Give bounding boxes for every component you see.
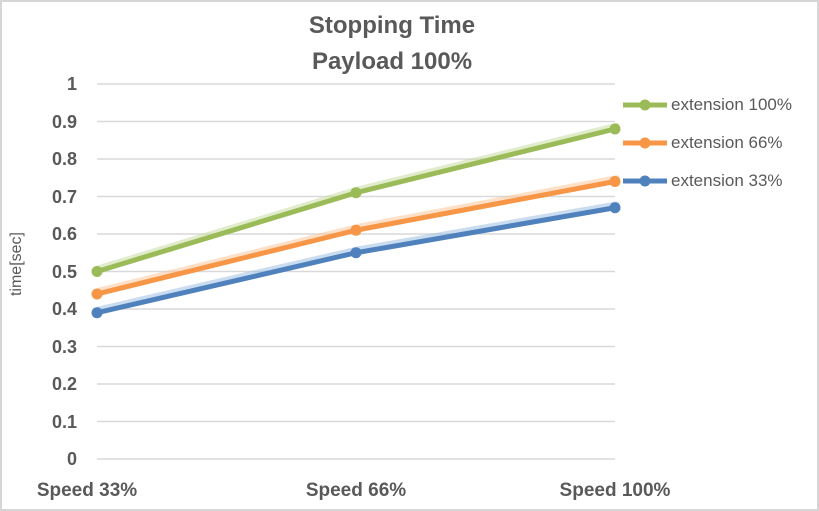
data-point-marker (609, 123, 621, 135)
y-tick-label: 0.5 (51, 261, 77, 282)
y-tick-label: 0.3 (51, 336, 77, 357)
data-point-marker (350, 247, 362, 259)
legend-label: extension 33% (671, 171, 783, 190)
data-point-marker (91, 266, 103, 277)
data-point-marker (91, 288, 103, 300)
data-point-marker (609, 176, 621, 187)
legend-marker-icon (623, 99, 667, 111)
y-tick-label: 0.1 (51, 411, 77, 432)
legend: extension 100% extension 66% extension 33% (622, 86, 817, 200)
x-category-label: Speed 66% (305, 480, 407, 501)
chart-title-line-2: Payload 100% (311, 48, 473, 75)
legend-item: extension 100% (622, 86, 817, 124)
data-point-marker (350, 187, 362, 199)
legend-item: extension 66% (622, 124, 817, 162)
chart-title-line-1: Stopping Time (308, 12, 476, 39)
y-tick-label: 0 (66, 449, 77, 469)
y-tick-label: 0.4 (51, 299, 77, 319)
y-tick-label: 0.6 (51, 224, 77, 244)
chart-title: Stopping Time Payload 100% (2, 8, 782, 80)
legend-label: extension 66% (671, 133, 783, 152)
legend-label: extension 100% (671, 95, 792, 114)
y-tick-label: 1 (66, 74, 77, 94)
y-tick-label: 0.8 (51, 149, 77, 169)
data-point-marker (91, 307, 103, 319)
series-line (94, 179, 618, 297)
series-line (94, 205, 618, 316)
y-tick-label: 0.9 (51, 111, 77, 132)
legend-marker-icon (623, 175, 667, 187)
legend-item: extension 33% (622, 162, 817, 200)
data-point-marker (609, 202, 621, 214)
y-tick-label: 0.7 (51, 186, 77, 207)
data-point-marker (350, 224, 362, 236)
legend-marker-icon (623, 137, 667, 149)
y-tick-label: 0.2 (51, 374, 77, 394)
x-category-label: Speed 100% (559, 480, 671, 501)
x-category-label: Speed 33% (36, 480, 138, 501)
